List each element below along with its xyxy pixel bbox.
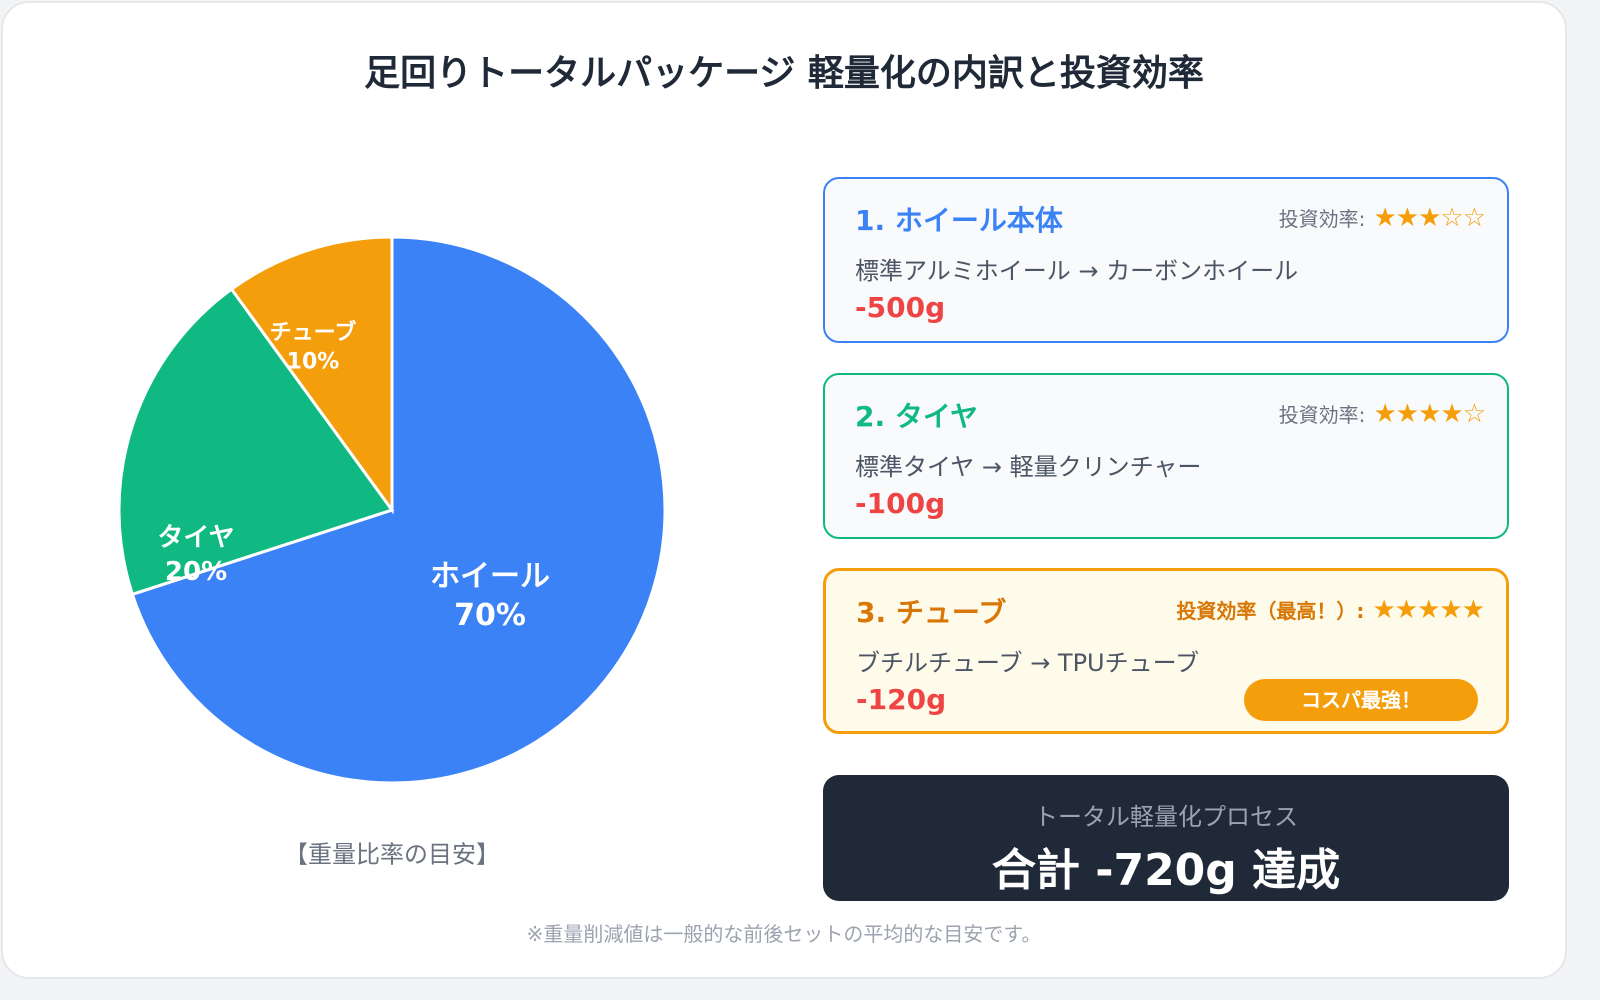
star-filled-icon: ★	[1439, 594, 1462, 625]
rating-label: 投資効率:	[1278, 403, 1366, 427]
slice-label-tire-name: タイヤ	[157, 523, 235, 554]
item-card: 1. ホイール本体 標準アルミホイール → カーボンホイール -500g 投資効…	[823, 177, 1509, 343]
star-filled-icon: ★	[1395, 202, 1419, 233]
star-rating: ★★★☆☆	[1373, 202, 1486, 233]
slice-label-tube-value: 10%	[286, 349, 340, 374]
item-card: 3. チューブ ブチルチューブ → TPUチューブ -120g 投資効率（最高！…	[823, 568, 1509, 734]
slice-label-tube: チューブ 10%	[270, 319, 357, 376]
slice-label-tire-value: 20%	[164, 557, 228, 587]
pie-chart	[117, 235, 667, 785]
total-box: トータル軽量化プロセス 合計 -720g 達成	[823, 775, 1509, 901]
slice-label-wheel-value: 70%	[454, 598, 526, 633]
star-empty-icon: ☆	[1440, 202, 1463, 233]
chart-caption: 【重量比率の目安】	[284, 840, 500, 869]
card-title: 1. ホイール本体	[855, 204, 1063, 237]
footnote: ※重量削減値は一般的な前後セットの平均的な目安です。	[526, 922, 1042, 946]
star-filled-icon: ★	[1373, 398, 1396, 429]
star-filled-icon: ★	[1418, 202, 1441, 233]
page-title: 足回りトータルパッケージ 軽量化の内訳と投資効率	[364, 53, 1204, 94]
star-filled-icon: ★	[1461, 594, 1485, 625]
card-description: 標準タイヤ → 軽量クリンチャー	[855, 453, 1202, 481]
slice-label-tube-name: チューブ	[269, 320, 357, 346]
star-rating: ★★★★★	[1372, 594, 1485, 625]
total-subtitle: トータル軽量化プロセス	[1034, 803, 1298, 831]
slice-label-wheel: ホイール 70%	[430, 557, 550, 635]
star-empty-icon: ☆	[1462, 398, 1486, 429]
card-weight: -120g	[856, 683, 947, 716]
slice-label-tire: タイヤ 20%	[157, 522, 234, 590]
rating-label: 投資効率（最高！）:	[1176, 599, 1365, 623]
star-rating: ★★★★☆	[1373, 398, 1486, 429]
star-filled-icon: ★	[1372, 594, 1395, 625]
card-weight: -500g	[855, 291, 946, 324]
star-empty-icon: ☆	[1462, 202, 1486, 233]
star-filled-icon: ★	[1373, 202, 1396, 233]
card-description: ブチルチューブ → TPUチューブ	[856, 649, 1200, 677]
card-description: 標準アルミホイール → カーボンホイール	[855, 257, 1299, 285]
total-value: 合計 -720g 達成	[991, 845, 1341, 896]
slice-label-wheel-name: ホイール	[430, 559, 550, 594]
card-title: 3. チューブ	[856, 596, 1007, 629]
star-filled-icon: ★	[1418, 398, 1441, 429]
star-filled-icon: ★	[1394, 594, 1418, 625]
card-weight: -100g	[855, 487, 946, 520]
slice-tube	[229, 235, 394, 515]
best-value-badge: コスパ最強！	[1244, 679, 1478, 721]
rating-block: 投資効率: ★★★★☆	[1278, 398, 1486, 429]
star-filled-icon: ★	[1440, 398, 1463, 429]
item-card: 2. タイヤ 標準タイヤ → 軽量クリンチャー -100g 投資効率: ★★★★…	[823, 373, 1509, 539]
slice-wheel	[130, 235, 667, 785]
star-filled-icon: ★	[1417, 594, 1440, 625]
rating-block: 投資効率: ★★★☆☆	[1278, 202, 1486, 233]
rating-label: 投資効率:	[1278, 207, 1366, 231]
card-title: 2. タイヤ	[855, 400, 979, 433]
star-filled-icon: ★	[1395, 398, 1419, 429]
rating-block: 投資効率（最高！）: ★★★★★	[1176, 594, 1485, 625]
slice-tire	[117, 287, 395, 597]
